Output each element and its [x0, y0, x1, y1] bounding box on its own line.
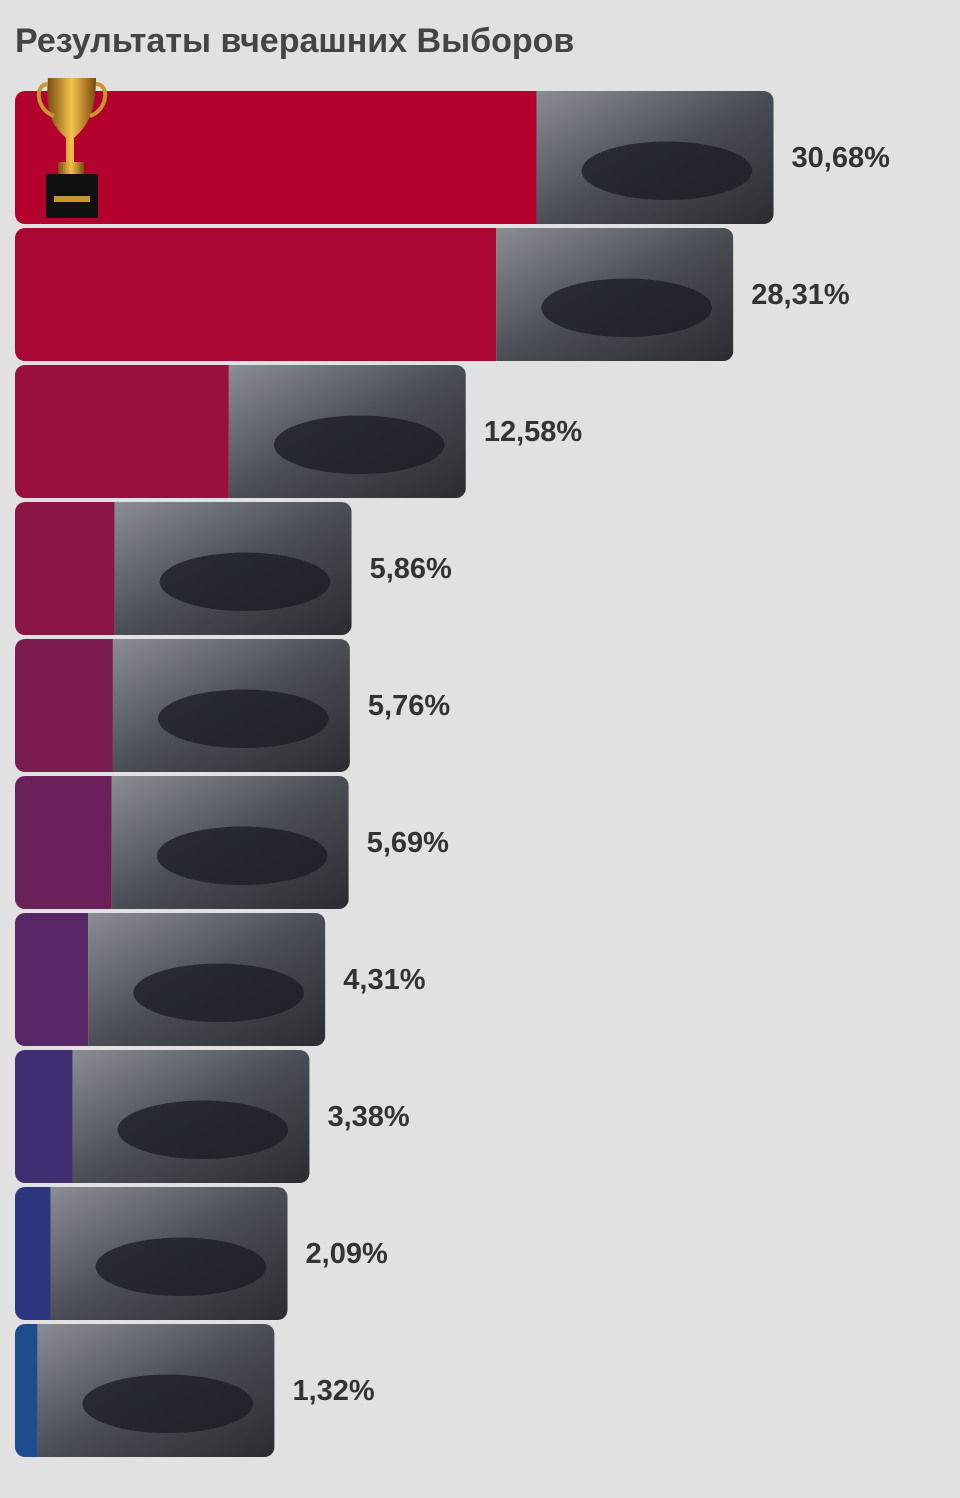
value-label: 5,86%	[370, 553, 452, 585]
bar-row	[15, 1050, 310, 1183]
bar-row	[15, 91, 774, 224]
bar-row	[15, 639, 350, 772]
value-label: 4,31%	[343, 964, 425, 996]
value-label: 5,69%	[367, 827, 449, 859]
bar	[15, 91, 537, 224]
value-label: 28,31%	[751, 279, 850, 311]
car-shape	[95, 1237, 267, 1297]
car-shape	[82, 1374, 254, 1434]
bar-row	[15, 1187, 288, 1320]
chart-title: Результаты вчерашних Выборов	[15, 22, 574, 60]
bar	[15, 365, 229, 498]
car-shape	[156, 826, 328, 886]
bar	[15, 639, 113, 772]
car-shape	[159, 552, 331, 612]
bar	[15, 228, 497, 361]
bar	[15, 913, 89, 1046]
bar-row	[15, 776, 349, 909]
car-shape	[117, 1100, 289, 1160]
value-label: 5,76%	[368, 690, 450, 722]
bar-row	[15, 228, 734, 361]
car-shape	[133, 963, 304, 1023]
bar-row	[15, 502, 352, 635]
value-label: 2,09%	[306, 1238, 388, 1270]
bar	[15, 1324, 38, 1457]
car-shape	[581, 141, 753, 201]
bar-row	[15, 365, 466, 498]
value-label: 1,32%	[292, 1375, 374, 1407]
bar-row	[15, 1324, 275, 1457]
bar-row	[15, 913, 326, 1046]
car-shape	[157, 689, 329, 749]
value-label: 30,68%	[792, 142, 891, 174]
bar	[15, 502, 115, 635]
bars: 30,68% 28,31% 12,58% 5,86% 5,76% 5,69% 4,31% 3,…	[15, 91, 890, 1457]
car-shape	[273, 415, 445, 475]
bar	[15, 1187, 51, 1320]
bar	[15, 776, 112, 909]
car-shape	[541, 278, 712, 338]
bar	[15, 1050, 73, 1183]
value-label: 12,58%	[484, 416, 583, 448]
trophy-icon	[37, 78, 107, 218]
value-label: 3,38%	[327, 1101, 409, 1133]
